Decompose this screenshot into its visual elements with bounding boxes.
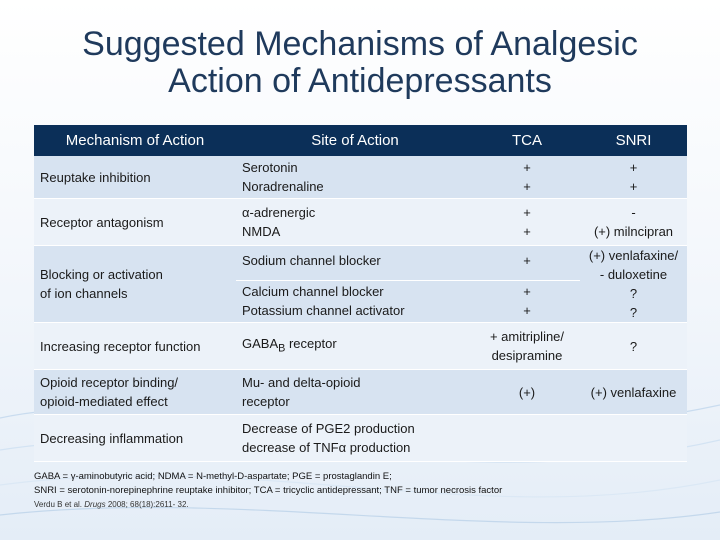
- tca-line: +: [523, 160, 531, 175]
- mechanism-cell: Reuptake inhibition: [34, 156, 236, 199]
- site-line: Decrease of PGE2 production: [242, 421, 415, 436]
- footnote-abbreviations-1: GABA = γ-aminobutyric acid; NDMA = N-met…: [34, 471, 392, 482]
- header-mechanism: Mechanism of Action: [34, 125, 236, 156]
- tca-cell: (+): [474, 369, 580, 415]
- citation-journal: Drugs: [82, 500, 106, 509]
- snri-line: ?: [629, 286, 638, 301]
- site-line: Serotonin: [242, 160, 298, 175]
- tca-cell: +: [474, 245, 580, 281]
- footnote: GABA = γ-aminobutyric acid; NDMA = N-met…: [34, 470, 694, 512]
- citation: Verdu B et al. Drugs 2008; 68(18):2611- …: [34, 498, 694, 512]
- tca-line: desipramine: [491, 348, 563, 363]
- table-row: Opioid receptor binding/ opioid-mediated…: [34, 369, 687, 415]
- tca-cell: + +: [474, 156, 580, 199]
- mechanisms-table: Mechanism of Action Site of Action TCA S…: [34, 125, 687, 462]
- tca-cell: [474, 414, 580, 462]
- snri-cell: [580, 414, 687, 462]
- mechanism-cell: Increasing receptor function: [34, 322, 236, 370]
- table-row: Increasing receptor function GABAB recep…: [34, 322, 687, 370]
- table-row: Blocking or activation of ion channels S…: [34, 245, 687, 323]
- site-cell: Mu- and delta-opioid receptor: [236, 369, 474, 415]
- snri-cell: (+) venlafaxine/ - duloxetine ? ?: [580, 245, 687, 323]
- citation-author: Verdu B et al.: [34, 500, 83, 509]
- table-header-row: Mechanism of Action Site of Action TCA S…: [34, 125, 687, 156]
- site-cell: α-adrenergic NMDA: [236, 198, 474, 246]
- site-cell: GABAB receptor: [236, 322, 474, 370]
- tca-line: + amitripline/: [489, 329, 565, 344]
- snri-line: +: [629, 160, 638, 175]
- table-row: Reuptake inhibition Serotonin Noradrenal…: [34, 156, 687, 199]
- snri-cell: + +: [580, 156, 687, 199]
- mechanism-line: Opioid receptor binding/: [40, 375, 179, 390]
- mechanism-cell: Blocking or activation of ion channels: [34, 245, 236, 323]
- site-line: NMDA: [242, 224, 281, 239]
- site-line: Potassium channel activator: [242, 303, 405, 319]
- mechanism-cell: Receptor antagonism: [34, 198, 236, 246]
- page-title: Suggested Mechanisms of Analgesic Action…: [40, 26, 680, 100]
- tca-cell: + amitripline/ desipramine: [474, 322, 580, 370]
- tca-line: +: [523, 205, 531, 220]
- header-site: Site of Action: [236, 125, 474, 156]
- snri-line: +: [629, 179, 638, 194]
- snri-line: -: [631, 205, 636, 220]
- snri-cell: (+) venlafaxine: [580, 369, 687, 415]
- site-line: α-adrenergic: [242, 205, 316, 220]
- site-main: GABA: [242, 335, 279, 351]
- tca-line: +: [523, 284, 531, 300]
- site-subscript: B: [278, 342, 286, 355]
- site-cell: Serotonin Noradrenaline: [236, 156, 474, 199]
- table-row: Calcium channel blocker Potassium channe…: [34, 280, 687, 324]
- title-line-1: Suggested Mechanisms of Analgesic: [82, 25, 638, 63]
- site-line: Noradrenaline: [242, 179, 324, 194]
- mechanism-cell: Decreasing inflammation: [34, 414, 236, 462]
- table-row: Decreasing inflammation Decrease of PGE2…: [34, 414, 687, 462]
- site-cell: Sodium channel blocker: [236, 245, 474, 281]
- site-cell: Decrease of PGE2 production decrease of …: [236, 414, 474, 462]
- snri-line: ?: [629, 305, 638, 320]
- snri-line: (+) milncipran: [593, 224, 674, 239]
- site-line: receptor: [242, 394, 290, 409]
- tca-line: +: [523, 224, 531, 239]
- site-line: Calcium channel blocker: [242, 284, 384, 300]
- snri-cell: ?: [580, 322, 687, 370]
- mechanism-line: opioid-mediated effect: [40, 394, 168, 409]
- snri-line: - duloxetine: [599, 267, 668, 282]
- tca-cell: + +: [474, 280, 580, 324]
- mechanism-line: Blocking or activation: [40, 267, 163, 282]
- header-tca: TCA: [474, 125, 580, 156]
- mechanism-line: of ion channels: [40, 286, 128, 301]
- mechanism-cell: Opioid receptor binding/ opioid-mediated…: [34, 369, 236, 415]
- tca-line: +: [523, 303, 531, 319]
- tca-cell: + +: [474, 198, 580, 246]
- footnote-abbreviations-2: SNRI = serotonin-norepinephrine reuptake…: [34, 485, 503, 496]
- header-snri: SNRI: [580, 125, 687, 156]
- citation-details: 2008; 68(18):2611- 32.: [105, 500, 189, 509]
- site-cell: Calcium channel blocker Potassium channe…: [236, 280, 474, 324]
- title-line-2: Action of Antidepressants: [168, 62, 552, 100]
- snri-line: (+) venlafaxine/: [588, 248, 679, 263]
- site-line: Mu- and delta-opioid: [242, 375, 361, 390]
- site-line: decrease of TNFα production: [242, 440, 411, 455]
- snri-cell: - (+) milncipran: [580, 198, 687, 246]
- tca-line: +: [523, 179, 531, 194]
- site-tail: receptor: [285, 335, 337, 351]
- table-row: Receptor antagonism α-adrenergic NMDA + …: [34, 198, 687, 246]
